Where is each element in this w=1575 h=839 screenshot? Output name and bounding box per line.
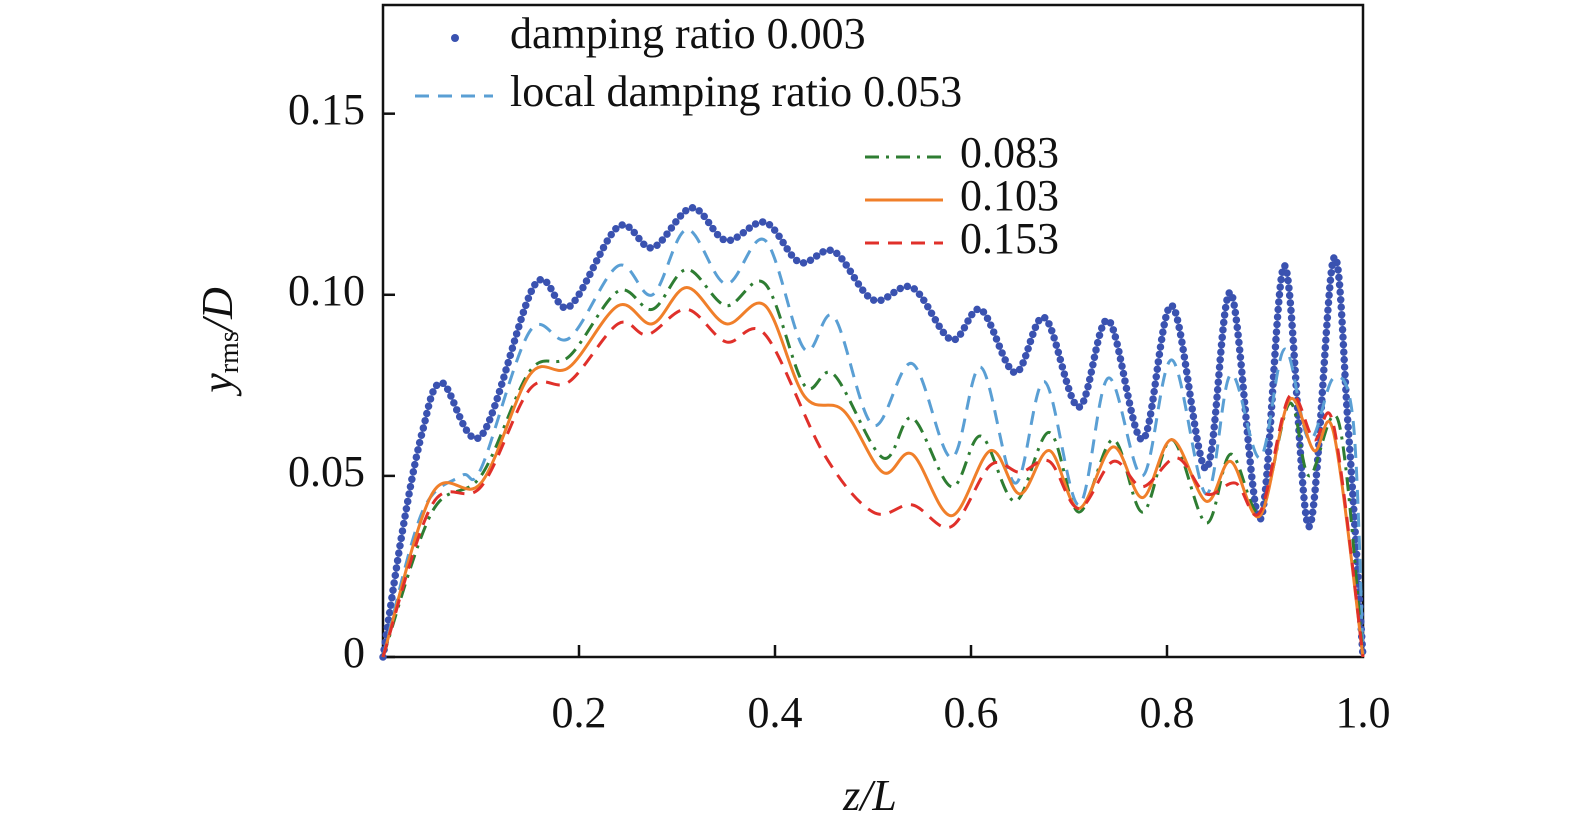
x-tick-label: 1.0 bbox=[1336, 688, 1391, 737]
legend-label: 0.103 bbox=[960, 171, 1059, 220]
legend-swatch bbox=[451, 34, 459, 42]
y-tick-label: 0 bbox=[343, 628, 365, 677]
x-tick-label: 0.4 bbox=[748, 688, 803, 737]
series-line bbox=[381, 228, 1365, 658]
series-line bbox=[381, 267, 1365, 658]
plot-frame bbox=[381, 3, 1365, 659]
legend-label: 0.083 bbox=[960, 128, 1059, 177]
x-tick-label: 0.6 bbox=[944, 688, 999, 737]
y-tick-label: 0.15 bbox=[288, 85, 365, 134]
series-line bbox=[381, 307, 1365, 658]
y-tick-label: 0.05 bbox=[288, 447, 365, 496]
series-line bbox=[379, 204, 1367, 661]
legend-label: 0.153 bbox=[960, 214, 1059, 263]
series-line bbox=[381, 286, 1365, 658]
x-tick-label: 0.8 bbox=[1140, 688, 1195, 737]
y-label-rest: /D bbox=[193, 287, 242, 334]
legend-label: local damping ratio 0.053 bbox=[510, 67, 962, 116]
y-label-main: y bbox=[193, 373, 242, 397]
y-axis-label: yrms/D bbox=[193, 287, 245, 397]
x-tick-label: 0.2 bbox=[552, 688, 607, 737]
x-axis-label: z/L bbox=[842, 771, 897, 820]
y-tick-label: 0.10 bbox=[288, 266, 365, 315]
y-label-sub: rms bbox=[214, 331, 245, 373]
legend-label: damping ratio 0.003 bbox=[510, 9, 866, 58]
